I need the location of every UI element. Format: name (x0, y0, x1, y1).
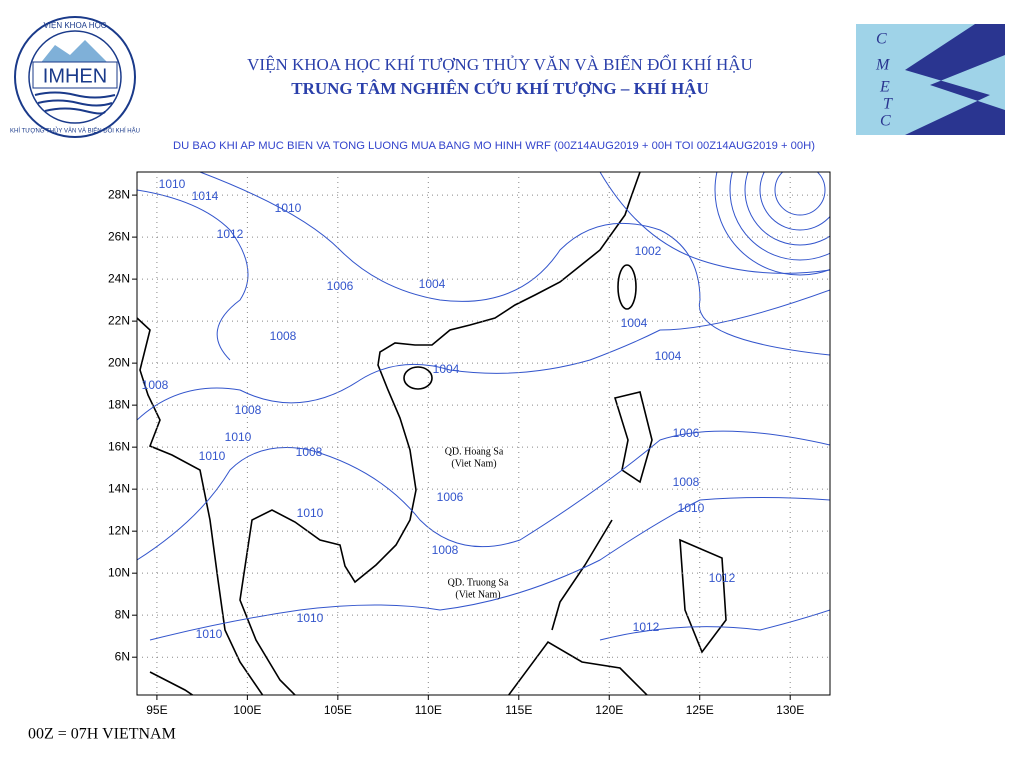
isobar-label: 1004 (419, 277, 446, 291)
y-tick-label: 18N (108, 397, 130, 411)
cmetc-logo: C M E T C (856, 24, 1005, 135)
imhen-logo: IMHEN VIỆN KHOA HỌC KHÍ TƯỢNG THỦY VĂN V… (10, 16, 140, 138)
logo-name: IMHEN (43, 65, 107, 87)
footer: 00Z = 07H VIETNAM (28, 726, 176, 743)
y-tick-label: 12N (108, 523, 130, 537)
isobar-label: 1010 (199, 449, 226, 463)
x-tick-label: 115E (505, 703, 532, 717)
y-tick-label: 22N (108, 313, 130, 327)
y-tick-label: 6N (115, 649, 130, 663)
y-tick-label: 24N (108, 271, 130, 285)
isobar-label: 1008 (432, 543, 459, 557)
isobar-label: 1006 (327, 279, 354, 293)
isobars (137, 172, 830, 641)
map-frame (136, 171, 831, 696)
isobar-label: 1010 (225, 430, 252, 444)
isobar-label: 1012 (633, 620, 660, 634)
isobar-label: 1008 (142, 378, 169, 392)
place-name: QD. Truong Sa (448, 577, 509, 588)
y-tick-label: 10N (108, 565, 130, 579)
x-tick-label: 125E (686, 703, 714, 717)
y-tick-label: 26N (108, 229, 130, 243)
isobar-label: 1010 (275, 201, 302, 215)
isobar-label: 1004 (655, 349, 682, 363)
x-tick-label: 120E (595, 703, 623, 717)
x-tick-label: 110E (415, 703, 442, 717)
x-tick-label: 95E (146, 703, 167, 717)
isobar-label: 1010 (678, 501, 705, 515)
isobar-label: 1010 (196, 627, 223, 641)
x-tick-label: 100E (233, 703, 261, 717)
place-note: (Viet Nam) (451, 458, 496, 469)
isobar-label: 1008 (296, 445, 323, 459)
y-tick-label: 28N (108, 187, 130, 201)
x-tick-label: 130E (776, 703, 804, 717)
map-area (137, 172, 830, 695)
place-note: (Viet Nam) (455, 589, 500, 600)
isobar-label: 1002 (635, 244, 662, 258)
isobar-label: 1006 (437, 490, 464, 504)
isobar-label: 1014 (192, 189, 219, 203)
isobar-label: 1004 (433, 362, 460, 376)
logo-letter: C (880, 113, 891, 130)
x-tick-label: 105E (324, 703, 352, 717)
logo-letter: C (876, 31, 887, 48)
isobar-label: 1008 (673, 475, 700, 489)
logo-letter: M (875, 57, 891, 74)
isobar-label: 1010 (297, 611, 324, 625)
isobar-label: 1006 (673, 426, 700, 440)
isobar-label: 1012 (217, 227, 244, 241)
y-tick-label: 16N (108, 439, 130, 453)
logo-ring-top: VIỆN KHOA HỌC (43, 21, 106, 30)
logo-letter: T (883, 96, 893, 113)
center-title: TRUNG TÂM NGHIÊN CỨU KHÍ TƯỢNG – KHÍ HẬU (291, 79, 708, 98)
isobar-label: 1010 (159, 177, 186, 191)
isobar-label: 1012 (709, 571, 736, 585)
y-tick-label: 14N (108, 481, 130, 495)
y-tick-label: 20N (108, 355, 130, 369)
isobar-label: 1008 (270, 329, 297, 343)
place-name: QD. Hoang Sa (445, 446, 504, 457)
institute-title: VIỆN KHOA HỌC KHÍ TƯỢNG THỦY VĂN VÀ BIẾN… (247, 54, 753, 74)
isobar-label: 1010 (297, 506, 324, 520)
coastlines (137, 172, 727, 695)
isobar-label: 1008 (235, 403, 262, 417)
y-tick-label: 8N (115, 607, 130, 621)
isobar-label: 1004 (621, 316, 648, 330)
logo-letter: E (879, 79, 890, 96)
logo-ring-bottom: KHÍ TƯỢNG THỦY VĂN VÀ BIẾN ĐỔI KHÍ HẬU (10, 128, 140, 135)
map-title: DU BAO KHI AP MUC BIEN VA TONG LUONG MUA… (173, 140, 815, 152)
